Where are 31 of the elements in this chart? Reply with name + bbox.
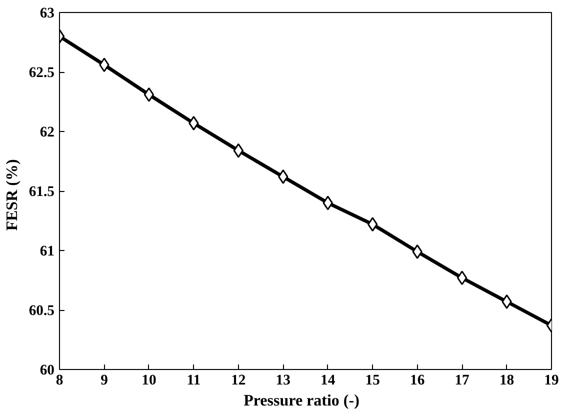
y-tick-label: 61 xyxy=(40,244,54,260)
x-tick-label: 19 xyxy=(544,372,559,388)
y-tick-label: 60.5 xyxy=(28,303,55,319)
x-tick-label: 16 xyxy=(410,372,425,388)
x-tick-label: 10 xyxy=(142,372,156,388)
point xyxy=(368,217,378,232)
x-tick-label: 18 xyxy=(499,372,514,388)
y-axis-title: FESR (%) xyxy=(4,159,21,231)
point xyxy=(278,169,288,184)
point xyxy=(502,294,512,309)
y-tick-label: 62 xyxy=(40,124,54,140)
point xyxy=(99,58,110,72)
x-tick-label: 8 xyxy=(56,372,64,388)
point xyxy=(144,87,154,102)
y-tick-label: 61.5 xyxy=(28,184,55,200)
y-tick-label: 63 xyxy=(40,6,54,22)
point xyxy=(322,196,333,210)
point xyxy=(233,143,244,158)
x-tick-label: 11 xyxy=(186,372,201,388)
x-tick-label: 9 xyxy=(100,372,108,388)
point xyxy=(456,270,468,286)
y-tick-label: 62.5 xyxy=(28,65,55,81)
x-tick-label: 12 xyxy=(231,372,246,388)
y-tick-label: 60 xyxy=(40,362,54,378)
x-tick-label: 15 xyxy=(365,372,380,388)
x-axis-title: Pressure ratio (-) xyxy=(244,392,360,410)
x-tick-label: 14 xyxy=(320,372,336,388)
x-tick-label: 13 xyxy=(276,372,290,388)
point xyxy=(188,116,199,130)
x-tick-label: 17 xyxy=(454,372,470,388)
point xyxy=(412,244,422,259)
